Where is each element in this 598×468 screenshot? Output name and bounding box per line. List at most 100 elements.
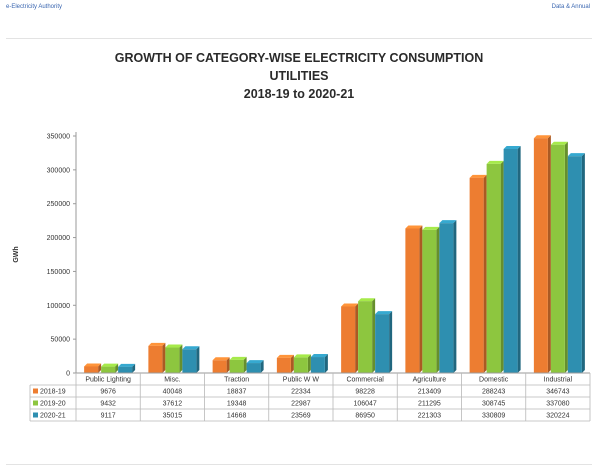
bar-top [229,356,247,360]
data-table-value: 320224 [546,413,569,420]
y-tick-label: 200000 [47,235,70,242]
bar-top [567,153,585,157]
bar [405,228,420,373]
data-table-value: 106047 [353,401,376,408]
bar-side [243,356,247,373]
y-tick-label: 0 [66,371,70,378]
x-category-label: Public Lighting [85,377,131,384]
bar-side [196,346,200,373]
x-category-label: Industrial [544,377,573,384]
bar-side [355,303,359,373]
header-left-text: e-Electricity Authority [6,4,63,10]
bar [246,363,261,373]
y-tick-label: 50000 [51,337,71,344]
bar-top [84,363,102,367]
bar-top [503,145,521,149]
bar-side [324,354,328,373]
bar [229,359,244,373]
bar-top [341,303,359,307]
chart-title-line-1: GROWTH OF CATEGORY-WISE ELECTRICITY CONS… [114,51,484,65]
data-table-value: 98228 [355,389,375,396]
legend-swatch [33,400,38,406]
bar-side [307,354,311,373]
x-category-label: Misc. [164,377,180,384]
bar-top [246,360,264,364]
y-tick-label: 100000 [47,303,70,310]
bar-top [375,311,393,315]
legend-label: 2019-20 [40,401,66,408]
data-table-value: 22334 [291,389,311,396]
bar-side [115,363,119,373]
data-table-value: 9432 [100,401,116,408]
bar-top [405,225,423,229]
data-table-value: 40048 [163,389,183,396]
data-table-value: 9676 [100,389,116,396]
top-divider [6,38,592,39]
legend-swatch [33,388,38,394]
bar-side [260,360,264,373]
bar-side [226,357,230,373]
bar [422,229,437,373]
data-table-value: 221303 [418,413,441,420]
bar-top [182,346,200,350]
bar-side [389,311,393,373]
bar-side [162,342,166,373]
bottom-divider [6,464,592,465]
bar-top [550,141,568,145]
bar-side [581,153,585,373]
bar-top [469,174,487,178]
bar [503,148,518,373]
bar [550,144,565,373]
bar-top [293,354,311,358]
bar-top [358,298,376,302]
bar-side [436,226,440,373]
bar-side [132,363,136,373]
data-table-value: 22987 [291,401,311,408]
bar-top [212,357,230,361]
x-category-label: Public W W [283,377,320,384]
bar-side [290,354,294,373]
x-category-label: Traction [224,377,249,384]
bar [375,314,390,373]
data-table-value: 86950 [355,413,375,420]
bar-top [310,354,328,358]
bar-top [486,160,504,164]
bar-side [419,225,423,373]
y-axis-label: GWh [13,246,20,262]
bar-top [439,220,457,224]
x-category-label: Commercial [346,377,384,384]
legend-swatch [33,412,38,418]
bar [84,366,99,373]
bar [469,177,484,373]
bar [439,223,454,373]
bar-side [98,363,102,373]
bar-side [483,174,487,373]
data-table-value: 18837 [227,389,247,396]
chart-title-line-3: 2018-19 to 2020-21 [243,87,355,101]
legend-label: 2020-21 [40,413,66,420]
x-category-label: Domestic [479,377,509,384]
data-table-value: 19348 [227,401,247,408]
chart-title-line-2: UTILITIES [269,69,329,83]
bar [486,163,501,373]
data-table-value: 346743 [546,389,569,396]
bar [165,347,180,373]
bar [148,345,163,373]
bar [276,357,291,373]
bar [293,357,308,373]
y-tick-label: 350000 [47,134,70,141]
bar [101,366,116,373]
legend-label: 2018-19 [40,389,66,396]
bar-side [547,135,551,373]
bar [567,156,582,373]
bar-side [453,220,457,373]
data-table-value: 337080 [546,401,569,408]
data-table-value: 23569 [291,413,311,420]
data-table-value: 9117 [101,413,116,420]
bar [341,306,356,373]
bar-side [517,145,521,373]
x-category-label: Agriculture [413,377,447,384]
bar [358,301,373,373]
bar-top [422,226,440,230]
